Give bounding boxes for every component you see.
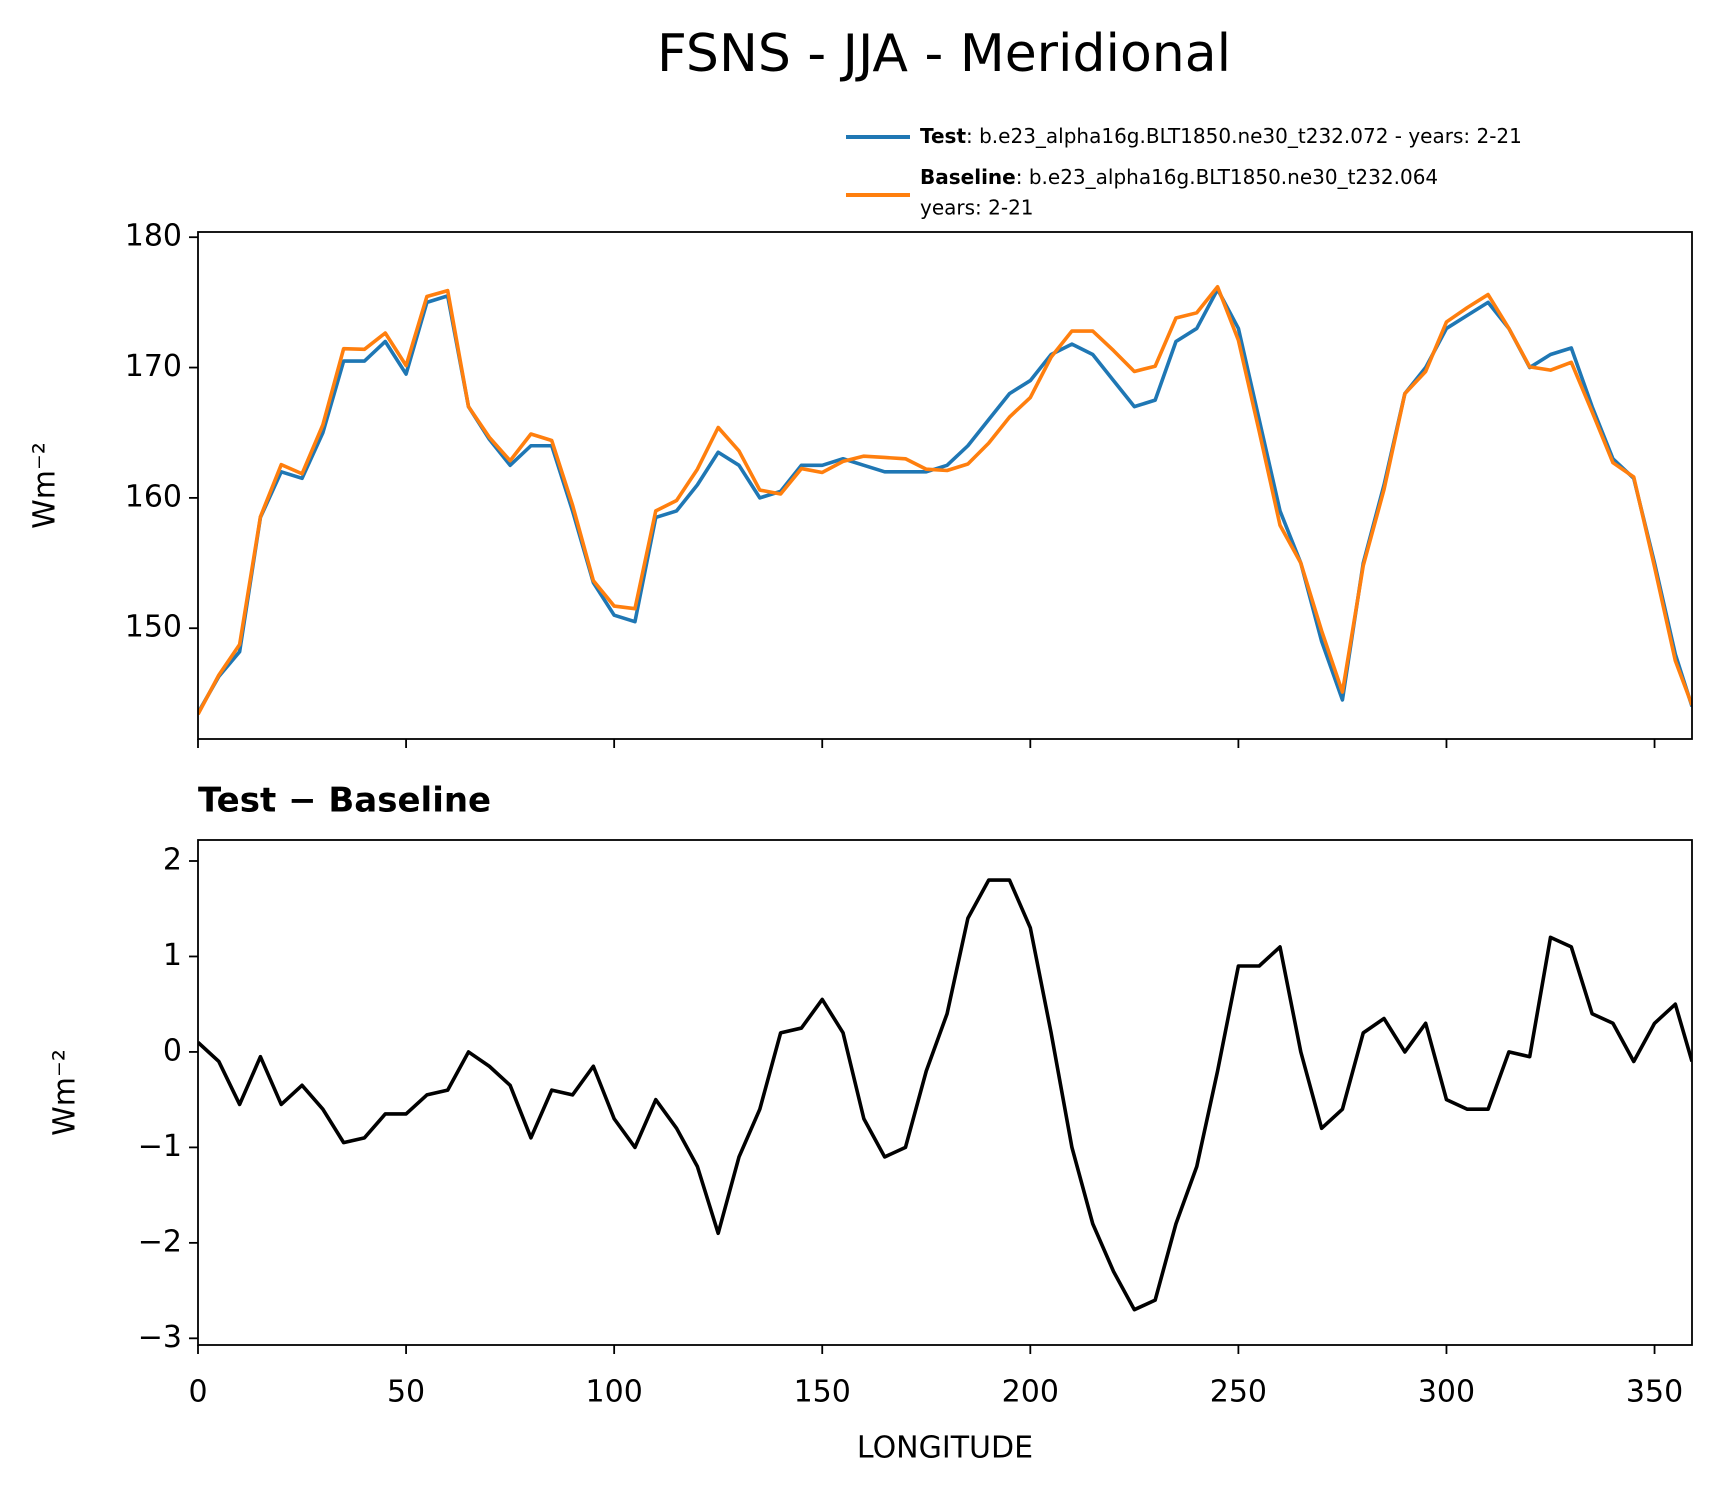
x-axis-label: LONGITUDE <box>857 1431 1033 1466</box>
y-tick-label: 1 <box>163 938 182 973</box>
y-axis-label: Wm⁻² <box>48 1049 83 1136</box>
legend-label: Test: b.e23_alpha16g.BLT1850.ne30_t232.0… <box>920 124 1522 148</box>
legend-description: : b.e23_alpha16g.BLT1850.ne30_t232.064 <box>1016 165 1438 189</box>
x-tick-label: 100 <box>586 1375 643 1410</box>
y-tick-label: 170 <box>125 349 182 384</box>
legend-entry: Test: b.e23_alpha16g.BLT1850.ne30_t232.0… <box>846 124 1522 148</box>
x-tick-label: 250 <box>1210 1375 1267 1410</box>
x-tick-label: 150 <box>794 1375 851 1410</box>
x-tick-label: 50 <box>387 1375 425 1410</box>
y-tick-label: −2 <box>138 1224 182 1259</box>
legend-name: Test <box>920 124 966 148</box>
legend-description: years: 2-21 <box>920 196 1034 220</box>
figure-title: FSNS - JJA - Meridional <box>657 24 1231 84</box>
panel-title: Test − Baseline <box>198 781 491 821</box>
y-tick-label: −1 <box>138 1129 182 1164</box>
y-tick-label: 0 <box>163 1033 182 1068</box>
legend-name: Baseline <box>920 165 1016 189</box>
y-axis-label: Wm⁻² <box>28 442 63 529</box>
axes-frame <box>197 231 1693 740</box>
axes-frame <box>197 839 1693 1346</box>
x-tick-label: 350 <box>1626 1375 1683 1410</box>
plot-area <box>198 284 1692 716</box>
legend-entry: Baseline: b.e23_alpha16g.BLT1850.ne30_t2… <box>846 165 1438 220</box>
x-tick-label: 0 <box>188 1375 207 1410</box>
y-tick-label: −3 <box>138 1320 182 1355</box>
y-tick-label: 180 <box>125 219 182 254</box>
plot-area <box>198 878 1692 1312</box>
data-line <box>198 878 1692 1312</box>
legend-description: : b.e23_alpha16g.BLT1850.ne30_t232.072 -… <box>966 124 1522 148</box>
y-tick-label: 150 <box>125 610 182 645</box>
x-tick-label: 300 <box>1418 1375 1475 1410</box>
y-tick-label: 160 <box>125 479 182 514</box>
legend-label: Baseline: b.e23_alpha16g.BLT1850.ne30_t2… <box>920 165 1438 189</box>
data-line <box>198 284 1692 716</box>
x-tick-label: 200 <box>1002 1375 1059 1410</box>
data-line <box>198 287 1692 714</box>
y-tick-label: 2 <box>163 843 182 878</box>
panel: −3 −2 −1 0 1 2 0 50 100 150 200 250 300 350 Wm⁻² LONGIT… <box>48 781 1693 1466</box>
